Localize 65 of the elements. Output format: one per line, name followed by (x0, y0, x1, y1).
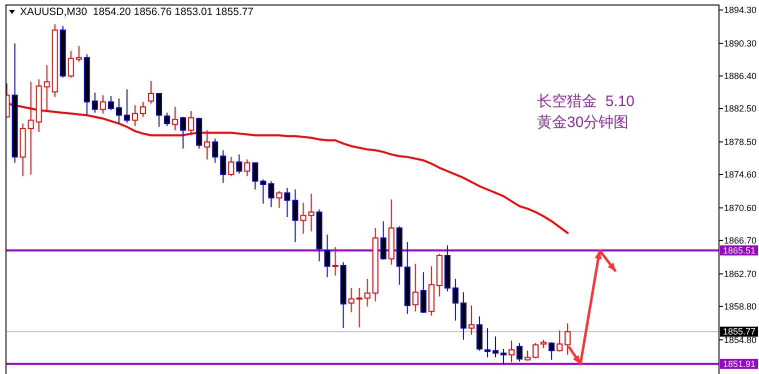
y-tick-label: 1886.40 (724, 70, 757, 81)
ref-line-label: 1851.91 (723, 358, 756, 369)
y-tick-label: 1862.70 (724, 268, 757, 279)
candlestick (132, 104, 138, 127)
candlestick (204, 130, 210, 160)
candlestick (68, 50, 74, 78)
candlestick (92, 92, 98, 114)
candlestick (180, 116, 186, 150)
chart-title: XAUUSD,M30 1854.20 1856.76 1853.01 1855.77 (20, 6, 254, 18)
candlestick (140, 101, 146, 118)
ref-line-label: 1865.51 (723, 245, 756, 256)
candlestick (284, 187, 290, 218)
candlestick (564, 322, 571, 356)
candlestick (156, 92, 162, 128)
candlestick (492, 336, 498, 358)
candlestick (100, 94, 106, 114)
candlestick (452, 278, 458, 322)
candlestick (188, 110, 194, 136)
candlestick (348, 288, 354, 313)
candlestick (308, 193, 314, 232)
candlestick (260, 178, 266, 204)
candlestick (500, 348, 506, 366)
candlestick (548, 342, 555, 360)
candlestick (172, 106, 178, 131)
candlestick (108, 96, 114, 111)
candlestick (292, 189, 298, 243)
candlestick (116, 98, 122, 124)
candlestick (164, 112, 170, 127)
candlestick (412, 263, 418, 312)
candlestick (380, 220, 386, 260)
candlestick (124, 88, 130, 124)
candlestick (212, 138, 218, 164)
candlestick (276, 190, 282, 208)
annotation: 长空猎金 5.10 (537, 93, 635, 110)
y-tick-label: 1854.80 (724, 334, 757, 345)
y-tick-label: 1870.60 (724, 202, 757, 213)
y-tick-label: 1866.70 (724, 235, 757, 246)
y-tick-label: 1890.30 (724, 38, 757, 48)
candlestick (236, 154, 242, 174)
candlestick (300, 202, 306, 234)
candlestick (228, 156, 234, 177)
candlestick (220, 150, 226, 184)
candlestick (508, 340, 515, 363)
y-tick-label: 1882.50 (724, 104, 757, 114)
y-tick-label: 1858.80 (724, 301, 757, 312)
candlestick (324, 234, 330, 278)
candlestick (532, 342, 539, 359)
candlestick (268, 180, 274, 208)
candlestick (364, 278, 370, 307)
candlestick (244, 158, 250, 177)
ref-line-label: 1855.77 (723, 326, 756, 337)
y-tick-label: 1874.60 (724, 169, 757, 180)
candlestick (76, 45, 82, 62)
candlestick (332, 246, 338, 276)
candlestick (252, 162, 258, 190)
candlestick (148, 80, 154, 104)
candlestick (516, 342, 523, 362)
candlestick (420, 272, 426, 314)
candlestick (484, 328, 490, 358)
candlestick (356, 288, 362, 328)
annotation: 黄金30分钟图 (537, 114, 629, 131)
candlestick (556, 330, 563, 352)
y-tick-label: 1878.50 (724, 136, 757, 147)
candlestick (468, 305, 474, 336)
y-tick-label: 1894.30 (724, 5, 757, 16)
